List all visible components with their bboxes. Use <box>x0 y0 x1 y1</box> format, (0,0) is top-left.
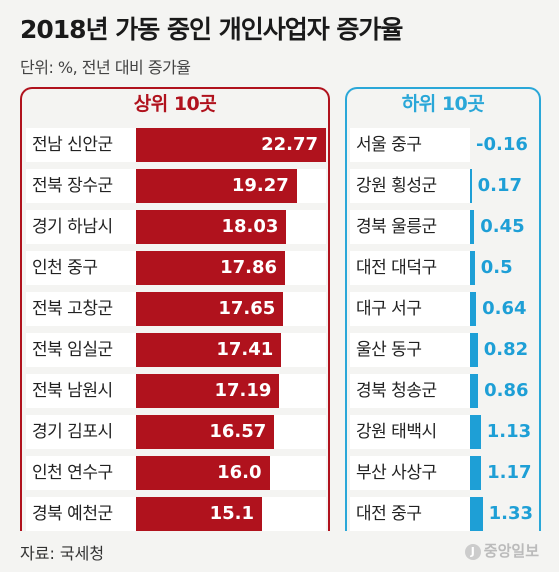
top10-value-label: 17.86 <box>220 257 278 278</box>
bottom10-value-label: 0.86 <box>484 380 529 401</box>
top10-category-label: 경기 김포시 <box>32 422 113 442</box>
top10-value-label: 16.0 <box>217 462 262 483</box>
bottom10-value-label: 0.82 <box>483 339 529 360</box>
top10-value-label: 22.77 <box>261 134 318 155</box>
bottom10-row: 울산 동구 <box>350 333 470 367</box>
top10-category-label: 경북 예천군 <box>32 504 113 524</box>
top10-panel-title: 상위 10곳 <box>133 93 217 115</box>
top10-value-label: 16.57 <box>209 421 267 442</box>
top10-row: 경기 하남시 18.03 <box>26 210 326 244</box>
top10-row: 경북 예천군 15.1 <box>26 497 326 531</box>
logo-text: 중앙일보 <box>483 542 539 560</box>
top10-row: 전북 고창군 17.65 <box>26 292 326 326</box>
top10-category-label: 전북 남원시 <box>32 381 113 401</box>
top10-bar: 16.0 <box>136 456 270 490</box>
publisher-logo: J 중앙일보 <box>464 540 539 561</box>
bottom10-row: 대전 대덕구 <box>350 251 470 285</box>
top10-bar: 17.65 <box>136 292 284 326</box>
top10-row: 경기 김포시 16.57 <box>26 415 326 449</box>
top10-bar: 16.57 <box>136 415 275 449</box>
top10-value-label: 18.03 <box>221 216 279 237</box>
bottom10-bar <box>470 169 472 203</box>
bottom10-row: 대전 중구 <box>350 497 470 531</box>
bottom10-bar <box>470 497 483 531</box>
bottom10-row: 경북 울릉군 <box>350 210 470 244</box>
bottom10-category-label: 울산 동구 <box>356 340 422 360</box>
top10-category-label: 전북 장수군 <box>32 176 113 196</box>
top10-category-label: 인천 연수구 <box>32 463 113 483</box>
bottom10-bar <box>470 374 479 408</box>
logo-icon: J <box>464 543 481 560</box>
bottom10-bar <box>470 251 475 285</box>
chart-subtitle: 단위: %, 전년 대비 증가율 <box>20 58 191 77</box>
bottom10-category-label: 강원 횡성군 <box>356 176 437 196</box>
bottom10-row: 서울 중구 <box>350 128 470 162</box>
bottom10-category-label: 대구 서구 <box>356 299 422 319</box>
bottom10-category-label: 대전 대덕구 <box>356 258 437 278</box>
bottom10-value-label: 0.45 <box>480 216 525 237</box>
bottom10-value-label: 1.13 <box>486 421 532 442</box>
top10-bar: 17.86 <box>136 251 286 285</box>
bottom10-row: 강원 횡성군 <box>350 169 470 203</box>
top10-bar: 18.03 <box>136 210 287 244</box>
bottom10-row: 강원 태백시 <box>350 415 470 449</box>
chart-title: 2018년 가동 중인 개인사업자 증가율 <box>20 15 403 44</box>
bottom10-panel-title: 하위 10곳 <box>401 93 485 115</box>
top10-value-label: 15.1 <box>209 503 254 524</box>
bottom10-value-label: 1.33 <box>488 503 534 524</box>
bottom10-row: 대구 서구 <box>350 292 470 326</box>
top10-category-label: 인천 중구 <box>32 258 98 278</box>
bottom10-category-label: 부산 사상구 <box>356 463 437 483</box>
bottom10-category-label: 서울 중구 <box>356 135 422 155</box>
bottom10-bar <box>470 292 477 326</box>
bottom10-row: 부산 사상구 <box>350 456 470 490</box>
top10-row: 인천 연수구 16.0 <box>26 456 326 490</box>
top10-category-label: 경기 하남시 <box>32 217 113 237</box>
top10-bar: 15.1 <box>136 497 262 531</box>
top10-bar: 19.27 <box>136 169 297 203</box>
top10-bar: 17.19 <box>136 374 280 408</box>
bottom10-category-label: 경북 울릉군 <box>356 217 437 237</box>
bottom10-value-label: 0.17 <box>477 175 523 196</box>
top10-row: 전북 임실군 17.41 <box>26 333 326 367</box>
top10-row: 전북 장수군 19.27 <box>26 169 326 203</box>
top10-category-label: 전남 신안군 <box>32 135 113 155</box>
bottom10-row: 경북 청송군 <box>350 374 470 408</box>
top10-bar: 17.41 <box>136 333 282 367</box>
top10-bar: 22.77 <box>136 128 326 162</box>
bottom10-bar <box>470 456 482 490</box>
top10-value-label: 17.41 <box>216 339 274 360</box>
bottom10-value-label: -0.16 <box>476 134 528 155</box>
top10-category-label: 전북 임실군 <box>32 340 113 360</box>
source-note: 자료: 국세청 <box>20 544 105 563</box>
bottom10-value-label: 0.64 <box>482 298 527 319</box>
bottom10-category-label: 강원 태백시 <box>356 422 437 442</box>
bottom10-panel: 하위 10곳 <box>345 87 541 531</box>
top10-value-label: 17.19 <box>214 380 272 401</box>
top10-row: 전남 신안군 22.77 <box>26 128 326 162</box>
top10-panel: 상위 10곳 <box>20 87 330 531</box>
bottom10-value-label: 0.5 <box>480 257 513 278</box>
top10-row: 전북 남원시 17.19 <box>26 374 326 408</box>
bottom10-category-label: 대전 중구 <box>356 504 422 524</box>
top10-category-label: 전북 고창군 <box>32 299 113 319</box>
top10-value-label: 19.27 <box>231 175 289 196</box>
bottom10-category-label: 경북 청송군 <box>356 381 437 401</box>
bottom10-bar <box>470 415 481 449</box>
bottom10-bar <box>470 333 478 367</box>
top10-row: 인천 중구 17.86 <box>26 251 326 285</box>
bottom10-value-label: 1.17 <box>487 462 532 483</box>
top10-value-label: 17.65 <box>218 298 276 319</box>
bottom10-bar <box>470 210 475 244</box>
